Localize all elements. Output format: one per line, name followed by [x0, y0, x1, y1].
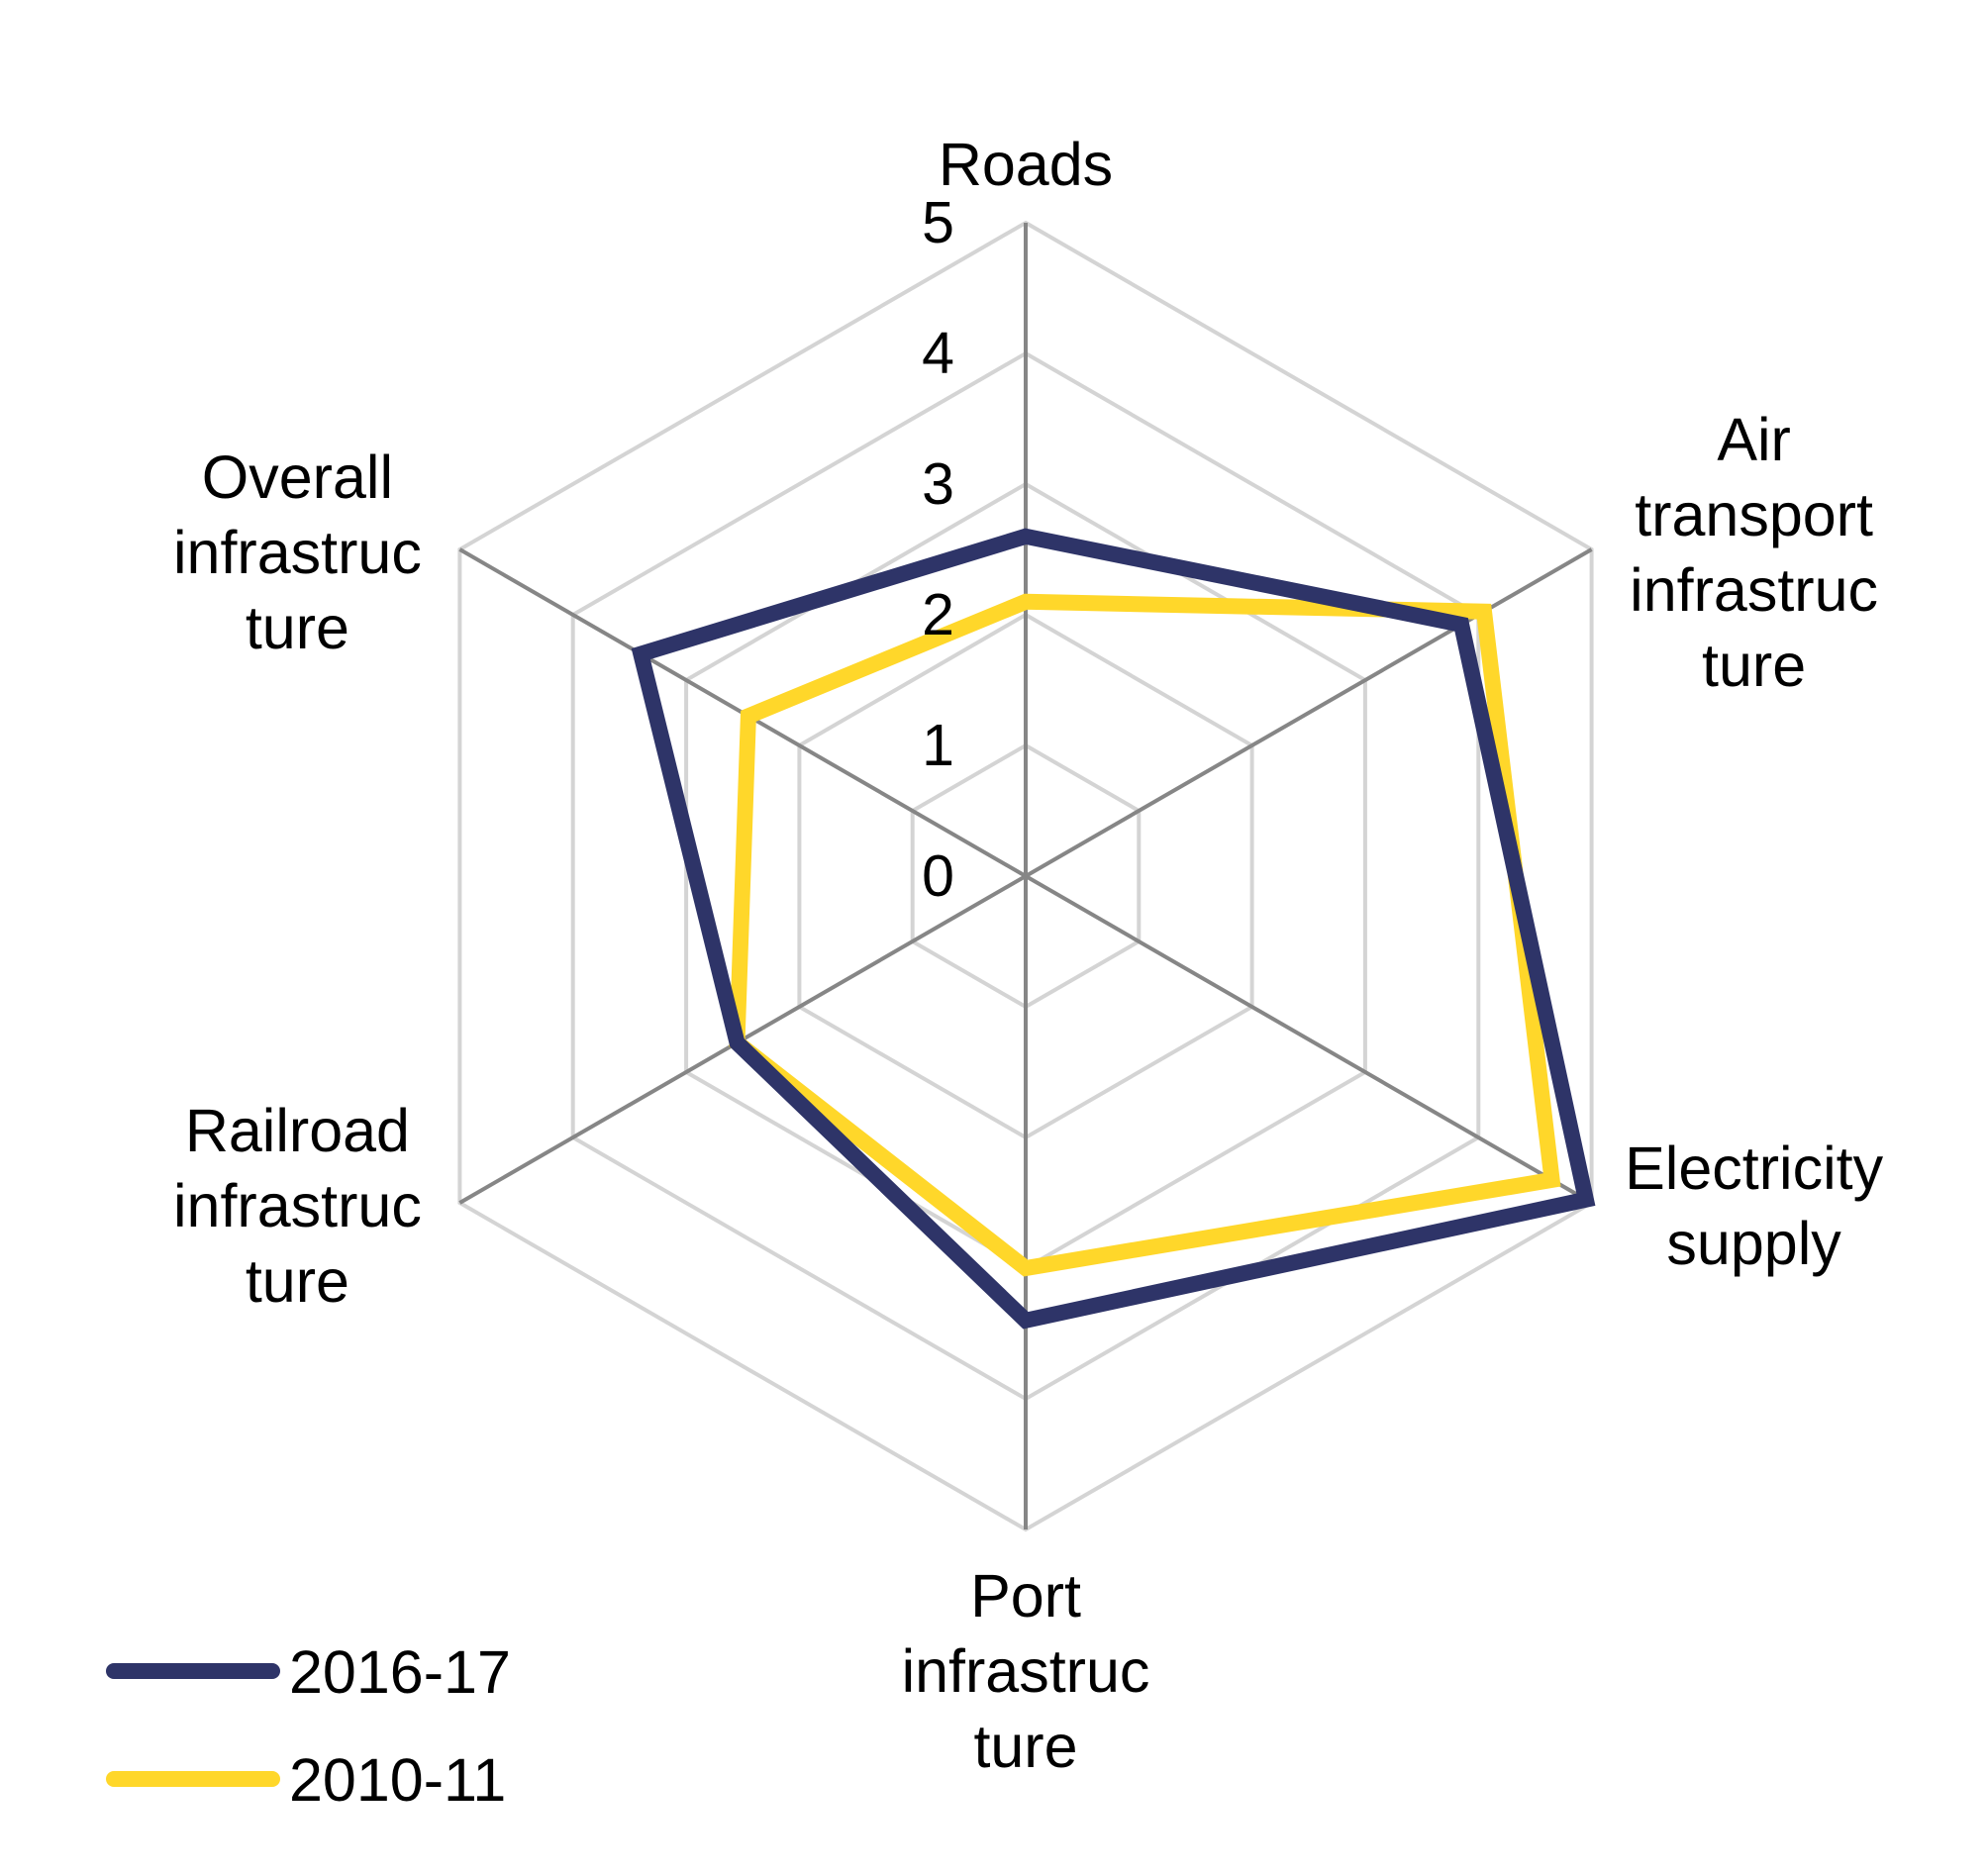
legend-label: 2016-17 [289, 1638, 511, 1706]
axis-spoke [1025, 874, 1593, 1205]
axis-label: Air transport infrastruc ture [1630, 406, 1878, 699]
axis-label: Roads [939, 131, 1113, 198]
axis-label-line: Overall [202, 444, 393, 511]
axis-label-layer: Roads Air transport infrastruc ture Electrici… [173, 131, 1884, 1780]
legend-label: 2010-11 [289, 1746, 506, 1814]
axis-label-line: infrastruc [902, 1637, 1150, 1705]
axis-label-line: Railroad [185, 1097, 410, 1164]
axis-label-line: ture [246, 1247, 349, 1315]
axis-label-line: infrastruc [173, 1172, 422, 1239]
axis-label-line: Roads [939, 131, 1113, 198]
axis-label: Railroad infrastruc ture [173, 1097, 422, 1315]
axis-label-line: transport [1635, 481, 1873, 548]
legend: 2016-17 2010-11 [106, 1638, 511, 1814]
series-line [631, 528, 1596, 1330]
axis-label: Port infrastruc ture [902, 1562, 1150, 1780]
spoke-layer [458, 223, 1593, 1530]
axis-label-line: ture [973, 1713, 1077, 1780]
axis-label-line: Port [970, 1562, 1081, 1629]
tick-label: 4 [922, 321, 954, 386]
axis-label-line: Air [1717, 406, 1791, 473]
tick-layer: 0 1 2 3 4 5 [922, 190, 954, 909]
axis-label-line: ture [246, 594, 349, 661]
tick-label: 0 [922, 843, 954, 909]
axis-label: Overall infrastruc ture [173, 444, 422, 661]
series-line [729, 593, 1561, 1277]
series-layer [631, 528, 1596, 1330]
axis-spoke [1025, 547, 1593, 878]
axis-label-line: Electricity [1625, 1135, 1883, 1202]
tick-label: 1 [922, 713, 954, 778]
tick-label: 5 [922, 190, 954, 255]
axis-label-line: ture [1702, 632, 1806, 699]
axis-label-line: infrastruc [173, 519, 422, 586]
axis-label: Electricity supply [1625, 1135, 1883, 1277]
axis-label-line: infrastruc [1630, 556, 1878, 624]
tick-label: 2 [922, 582, 954, 647]
axis-label-line: supply [1666, 1210, 1841, 1277]
tick-label: 3 [922, 451, 954, 517]
